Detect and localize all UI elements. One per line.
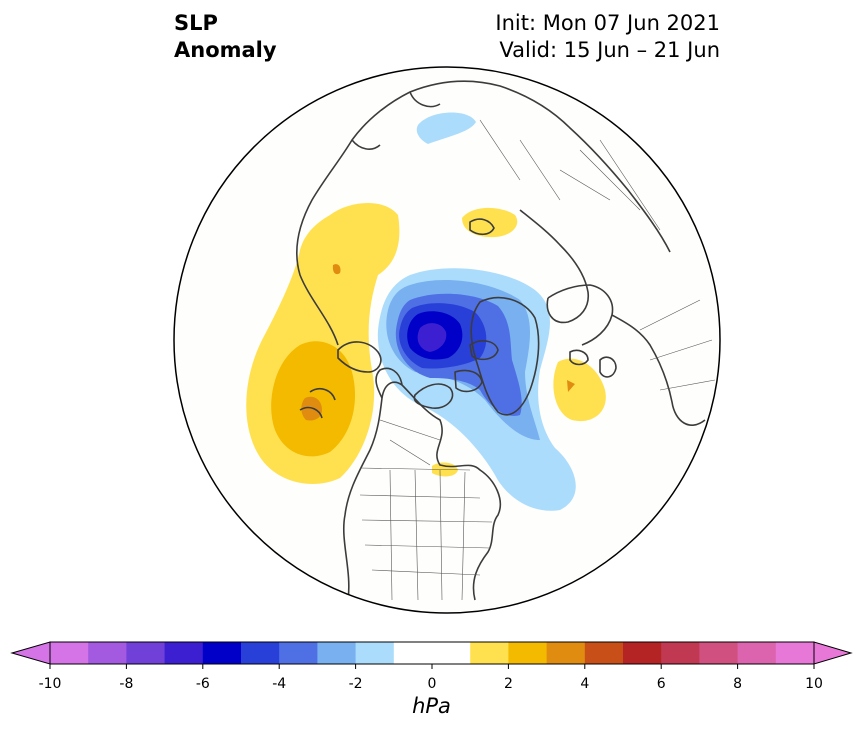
forecast-dates: Init: Mon 07 Jun 2021 Valid: 15 Jun – 21… xyxy=(495,10,720,64)
colorbar-tick-label: 4 xyxy=(580,676,589,692)
colorbar-segment xyxy=(470,642,509,664)
colorbar-segment xyxy=(775,642,815,664)
colorbar-segment xyxy=(126,642,166,664)
colorbar-tick-label: -2 xyxy=(349,676,363,692)
borders xyxy=(359,119,716,601)
colorbar-segment xyxy=(661,642,700,664)
coastlines xyxy=(296,80,706,601)
colorbar-segment xyxy=(508,642,548,664)
colorbar-tick-label: 10 xyxy=(805,676,823,692)
anomaly-high-atlantic xyxy=(553,358,606,422)
colorbar-segment xyxy=(737,642,777,664)
colorbar-segment xyxy=(317,642,357,664)
colorbar-tick-label: -4 xyxy=(272,676,286,692)
colorbar-units: hPa xyxy=(412,694,451,718)
colorbar-tick-label: 2 xyxy=(504,676,513,692)
colorbar-tick-label: 0 xyxy=(428,676,437,692)
colorbar-segment xyxy=(393,642,433,664)
colorbar-segment xyxy=(279,642,318,664)
colorbar-segment xyxy=(164,642,204,664)
colorbar: -10 -8 -6 -4 -2 0 2 4 6 8 10 xyxy=(10,641,853,692)
colorbar-tick-label: -10 xyxy=(39,676,62,692)
colorbar-segment xyxy=(202,642,242,664)
title-line-2: Anomaly xyxy=(174,38,277,62)
colorbar-segment xyxy=(546,642,586,664)
colorbar-segment xyxy=(88,642,127,664)
colorbar-segment xyxy=(623,642,662,664)
colorbar-segment xyxy=(355,642,395,664)
anomaly-low-arctic xyxy=(377,268,576,511)
colorbar-segment xyxy=(699,642,739,664)
anomaly-low-siberia xyxy=(416,112,476,144)
polar-map xyxy=(173,66,721,614)
valid-dates: Valid: 15 Jun – 21 Jun xyxy=(499,38,720,62)
colorbar-tick-label: -6 xyxy=(196,676,210,692)
map-boundary xyxy=(173,66,721,614)
title-line-1: SLP xyxy=(174,11,218,35)
colorbar-segment xyxy=(241,642,280,664)
init-date: Init: Mon 07 Jun 2021 xyxy=(495,11,720,35)
colorbar-segment xyxy=(584,642,624,664)
colorbar-over-arrow xyxy=(813,641,853,665)
colorbar-segment xyxy=(432,642,471,664)
colorbar-tick-label: -8 xyxy=(119,676,133,692)
colorbar-tick-label: 6 xyxy=(657,676,666,692)
colorbar-under-arrow xyxy=(10,641,51,665)
colorbar-tick-label: 8 xyxy=(733,676,742,692)
map-title: SLP Anomaly xyxy=(174,10,277,64)
anomaly-high-pacific xyxy=(246,202,400,484)
colorbar-segment xyxy=(50,642,89,664)
